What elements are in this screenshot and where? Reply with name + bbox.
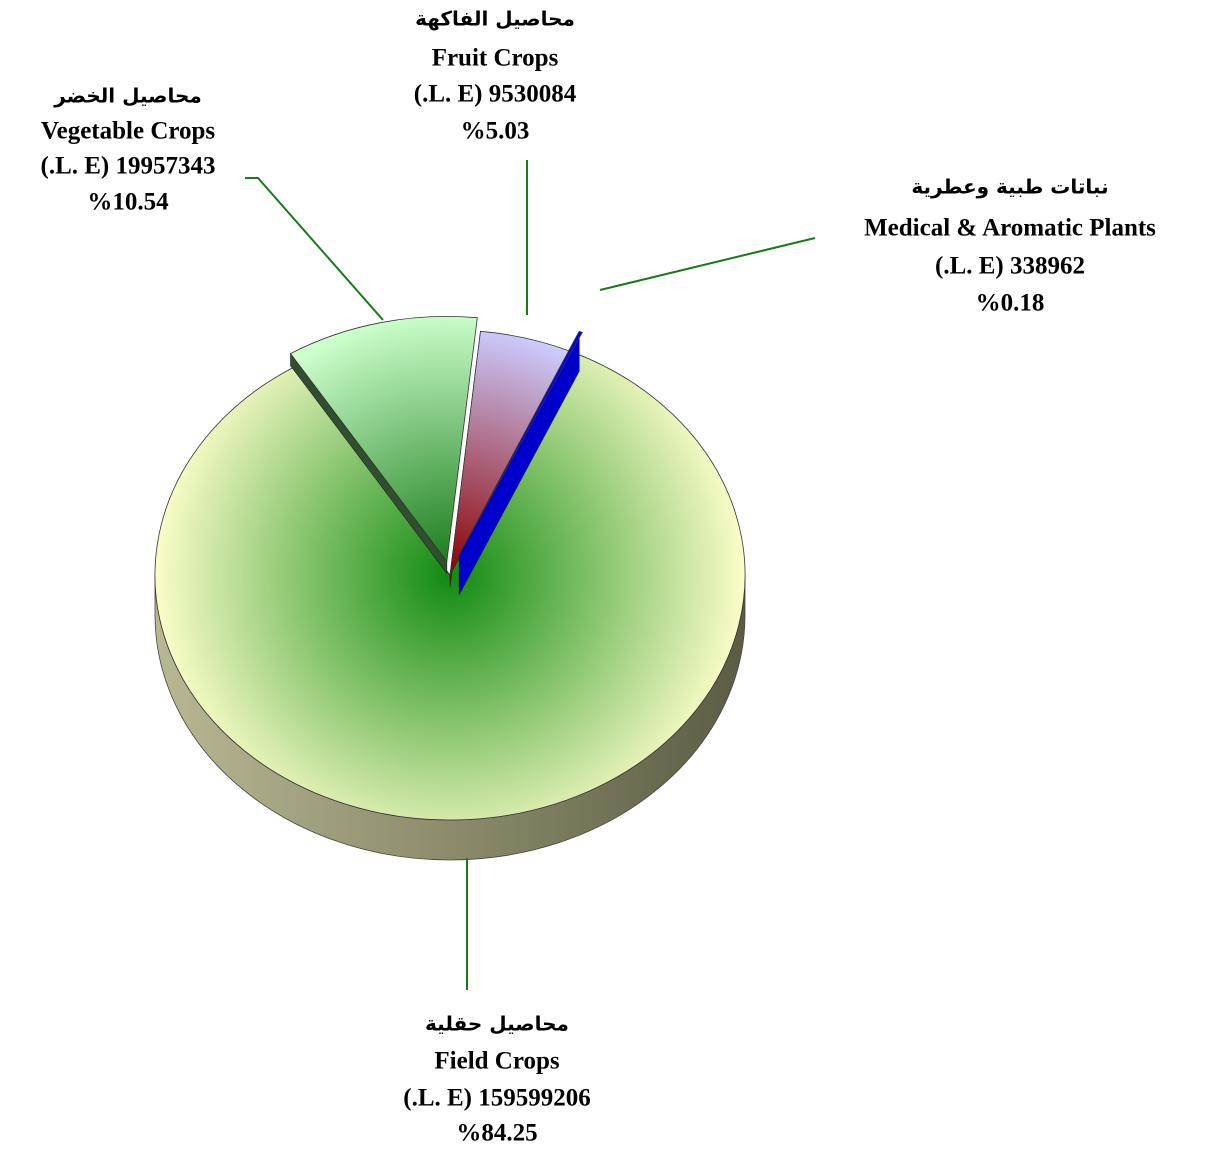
label-value: (.L. E) 9530084 [414, 81, 577, 108]
leader-line [599, 237, 816, 291]
label-name: Fruit Crops [432, 45, 559, 72]
label-value: (.L. E) 19957343 [41, 153, 216, 180]
label-value: (.L. E) 338962 [935, 253, 1085, 280]
label-arabic: محاصيل الفاكهة [415, 7, 575, 31]
label-name: Field Crops [434, 1048, 560, 1075]
label-percent: %5.03 [461, 118, 530, 145]
label-percent: %84.25 [456, 1120, 537, 1147]
label-value: (.L. E) 159599206 [403, 1085, 591, 1112]
pie-slice [458, 330, 583, 556]
label-name: Medical & Aromatic Plants [864, 215, 1156, 242]
label-arabic: محاصيل حقلية [425, 1012, 569, 1036]
label-arabic: محاصيل الخضر [53, 84, 202, 108]
pie-slice [289, 315, 478, 563]
label-percent: %10.54 [87, 189, 169, 216]
leader-line [245, 177, 384, 321]
labels: محاصيل حقلية Field Crops (.L. E) 159599206… [41, 7, 1157, 1147]
label-name: Vegetable Crops [41, 118, 216, 145]
pie [154, 315, 746, 861]
label-percent: %0.18 [976, 290, 1045, 317]
label-arabic: نباتات طبية وعطرية [911, 175, 1108, 199]
